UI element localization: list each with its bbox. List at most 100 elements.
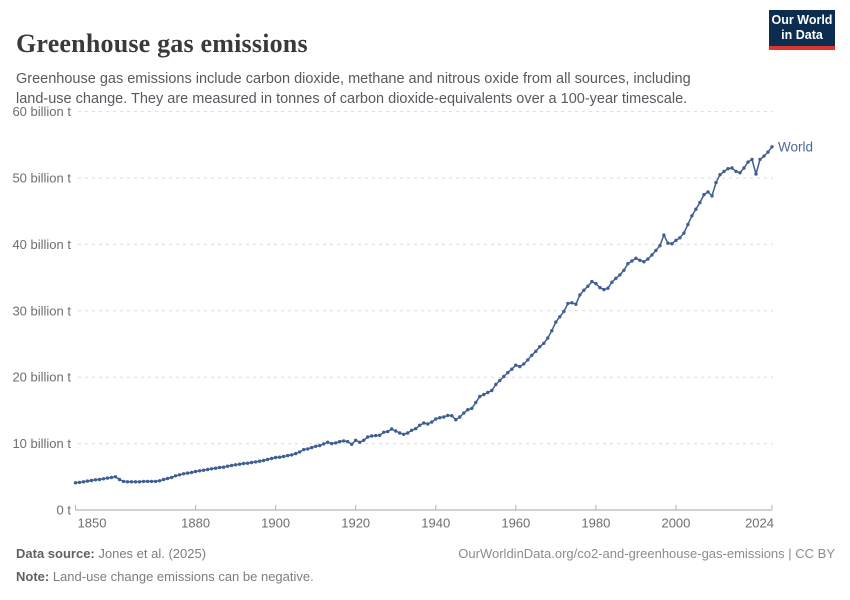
data-point[interactable]	[410, 428, 414, 432]
data-point[interactable]	[149, 479, 154, 484]
data-point[interactable]	[342, 439, 346, 443]
data-point[interactable]	[418, 423, 422, 427]
data-point[interactable]	[241, 461, 246, 466]
data-point[interactable]	[422, 421, 426, 425]
data-point[interactable]	[193, 469, 198, 474]
data-point[interactable]	[209, 467, 214, 471]
data-point[interactable]	[562, 309, 566, 314]
owid-logo[interactable]: Our World in Data	[769, 10, 835, 50]
data-point[interactable]	[446, 413, 450, 418]
data-point[interactable]	[530, 353, 534, 357]
data-point[interactable]	[318, 443, 322, 448]
data-point[interactable]	[169, 475, 174, 480]
data-point[interactable]	[253, 460, 258, 464]
data-point[interactable]	[201, 468, 206, 472]
data-point[interactable]	[277, 455, 282, 459]
data-point[interactable]	[590, 279, 594, 284]
data-point[interactable]	[306, 447, 310, 451]
data-point[interactable]	[462, 411, 466, 415]
data-point[interactable]	[574, 302, 578, 306]
data-point[interactable]	[237, 462, 242, 466]
data-point[interactable]	[185, 471, 190, 475]
data-point[interactable]	[662, 233, 666, 237]
data-point[interactable]	[121, 479, 126, 484]
data-point[interactable]	[362, 438, 366, 442]
data-point[interactable]	[338, 439, 342, 444]
data-point[interactable]	[442, 415, 446, 419]
data-point[interactable]	[522, 362, 526, 366]
data-point[interactable]	[161, 477, 166, 482]
data-point[interactable]	[474, 400, 478, 405]
data-point[interactable]	[265, 457, 270, 462]
data-point[interactable]	[518, 364, 522, 369]
data-point[interactable]	[173, 474, 178, 478]
data-point[interactable]	[570, 301, 574, 305]
data-point[interactable]	[626, 262, 630, 266]
data-point[interactable]	[137, 480, 142, 484]
data-point[interactable]	[414, 427, 418, 431]
data-point[interactable]	[502, 374, 506, 379]
data-point[interactable]	[598, 285, 602, 290]
data-point[interactable]	[77, 480, 82, 485]
data-point[interactable]	[125, 480, 130, 484]
data-point[interactable]	[358, 440, 362, 444]
data-point[interactable]	[205, 467, 210, 472]
data-point[interactable]	[261, 458, 266, 463]
data-point[interactable]	[510, 367, 514, 371]
data-point[interactable]	[722, 169, 726, 174]
data-point[interactable]	[157, 479, 162, 483]
data-point[interactable]	[746, 160, 750, 164]
data-point[interactable]	[682, 231, 686, 235]
data-point[interactable]	[109, 475, 114, 480]
data-point[interactable]	[310, 445, 314, 450]
data-point[interactable]	[458, 415, 462, 419]
data-point[interactable]	[738, 171, 742, 175]
data-point[interactable]	[370, 434, 374, 438]
data-point[interactable]	[298, 450, 302, 454]
data-point[interactable]	[354, 438, 358, 442]
data-point[interactable]	[702, 192, 706, 197]
data-point[interactable]	[101, 477, 106, 481]
data-point[interactable]	[81, 480, 86, 484]
data-point[interactable]	[257, 459, 262, 463]
data-point[interactable]	[221, 465, 226, 469]
data-point[interactable]	[670, 242, 674, 246]
data-point[interactable]	[302, 447, 306, 452]
data-point[interactable]	[478, 394, 482, 399]
data-point[interactable]	[386, 429, 390, 434]
data-point[interactable]	[177, 473, 182, 477]
data-point[interactable]	[634, 256, 638, 260]
data-point[interactable]	[290, 453, 294, 457]
data-point[interactable]	[382, 430, 386, 434]
data-point[interactable]	[153, 479, 158, 484]
data-point[interactable]	[514, 363, 518, 367]
data-point[interactable]	[694, 207, 698, 211]
data-point[interactable]	[742, 166, 746, 170]
data-point[interactable]	[434, 417, 438, 421]
data-point[interactable]	[762, 154, 766, 158]
data-point[interactable]	[654, 248, 658, 253]
data-point[interactable]	[622, 268, 626, 272]
data-point[interactable]	[141, 479, 146, 484]
data-point[interactable]	[346, 439, 350, 444]
data-point[interactable]	[294, 451, 298, 456]
data-point[interactable]	[334, 441, 338, 445]
data-point[interactable]	[450, 414, 454, 418]
data-point[interactable]	[281, 454, 286, 459]
data-point[interactable]	[490, 388, 494, 393]
data-point[interactable]	[594, 281, 598, 286]
data-point[interactable]	[117, 477, 122, 482]
data-point[interactable]	[558, 315, 562, 319]
data-point[interactable]	[273, 455, 278, 460]
data-point[interactable]	[426, 422, 430, 426]
data-point[interactable]	[730, 166, 734, 170]
data-point[interactable]	[217, 465, 222, 470]
data-point[interactable]	[93, 478, 98, 482]
data-point[interactable]	[686, 222, 690, 227]
data-point[interactable]	[666, 241, 670, 245]
data-point[interactable]	[674, 238, 678, 243]
data-point[interactable]	[165, 476, 170, 481]
data-point[interactable]	[97, 477, 102, 482]
data-point[interactable]	[133, 480, 138, 484]
data-point[interactable]	[766, 150, 770, 154]
